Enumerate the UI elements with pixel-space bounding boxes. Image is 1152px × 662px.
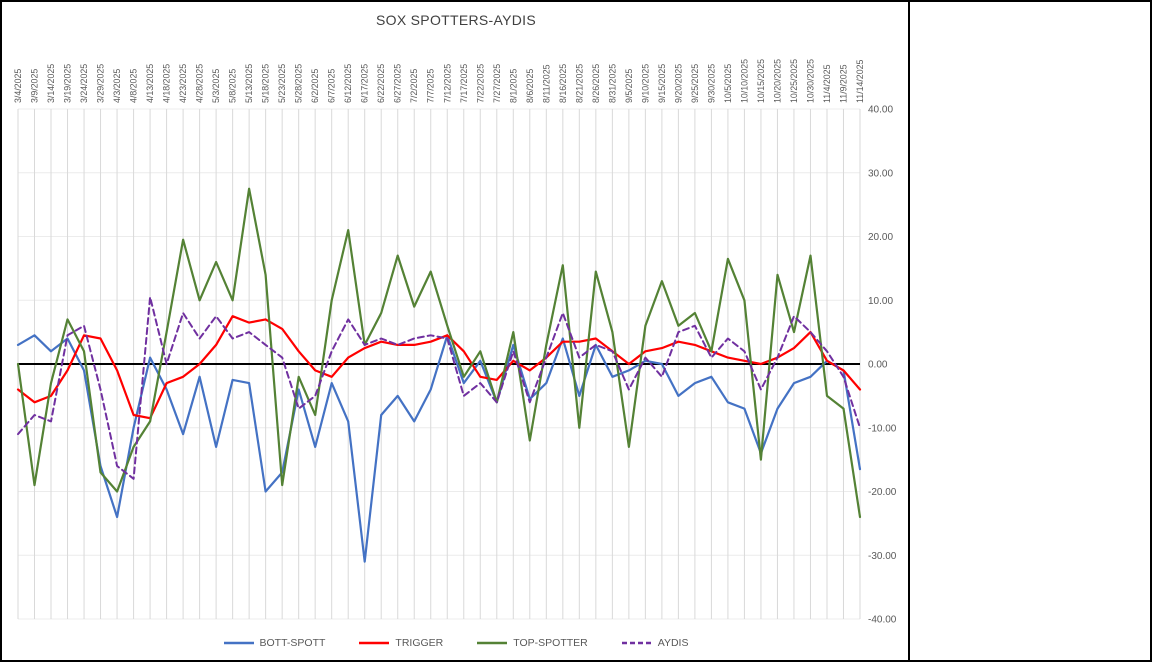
legend-item-trigger: TRIGGER — [359, 637, 443, 649]
x-axis-label: 6/22/2025 — [376, 64, 386, 103]
x-axis-label: 4/3/2025 — [112, 69, 122, 103]
x-axis-label: 10/5/2025 — [723, 64, 733, 103]
x-axis-label: 5/3/2025 — [211, 69, 221, 103]
x-axis-label: 3/4/2025 — [13, 69, 23, 103]
x-axis-label: 8/1/2025 — [508, 69, 518, 103]
x-axis-label: 8/11/2025 — [541, 64, 551, 103]
series-line-trigger[interactable] — [16, 315, 862, 420]
y-axis-label: 20.00 — [868, 232, 893, 243]
x-axis-label: 6/7/2025 — [327, 69, 337, 103]
x-axis-label: 7/7/2025 — [426, 69, 436, 103]
x-axis-label: 4/23/2025 — [178, 64, 188, 103]
legend-label-top-spotter: TOP-SPOTTER — [513, 637, 588, 649]
chart-legend: BOTT-SPOTT TRIGGER TOP-SPOTTER AYDIS — [2, 632, 910, 654]
x-axis-label: 5/13/2025 — [244, 64, 254, 103]
x-axis-label: 7/22/2025 — [475, 64, 485, 103]
series-line-top-spotter[interactable] — [16, 187, 862, 519]
x-axis-label: 8/26/2025 — [591, 64, 601, 103]
x-axis-label: 4/8/2025 — [129, 69, 139, 103]
x-axis-label: 11/14/2025 — [855, 60, 865, 103]
y-axis-label: 40.00 — [868, 105, 893, 116]
x-axis-label: 9/30/2025 — [706, 64, 716, 103]
x-axis-label: 7/17/2025 — [459, 64, 469, 103]
x-axis-label: 9/15/2025 — [657, 64, 667, 103]
y-axis-label: 30.00 — [868, 168, 893, 179]
chart-title: SOX SPOTTERS-AYDIS — [376, 12, 536, 28]
x-axis-label: 5/28/2025 — [294, 64, 304, 103]
x-axis-label: 9/10/2025 — [640, 64, 650, 103]
x-axis-label: 6/2/2025 — [310, 69, 320, 103]
x-axis-label: 7/12/2025 — [442, 64, 452, 103]
x-axis-label: 8/6/2025 — [525, 69, 535, 103]
y-axis-label: 10.00 — [868, 296, 893, 307]
y-axis-label: 0.00 — [868, 360, 888, 371]
x-axis-label: 8/16/2025 — [558, 64, 568, 103]
x-axis-label: 10/20/2025 — [772, 59, 782, 103]
x-axis-label: 10/10/2025 — [739, 59, 749, 103]
legend-item-aydis: AYDIS — [621, 637, 689, 649]
x-axis-label: 6/27/2025 — [393, 64, 403, 103]
legend-item-top-spotter: TOP-SPOTTER — [477, 637, 588, 649]
x-axis-label: 11/4/2025 — [822, 64, 832, 103]
x-axis-label: 3/29/2025 — [96, 64, 106, 103]
legend-swatch-aydis — [621, 641, 652, 645]
legend-swatch-trigger — [359, 641, 390, 645]
plot-area: 40.00 30.00 20.00 10.00 0.00 -10.00 -20.00 -30.… — [13, 59, 897, 626]
x-axis-label: 6/12/2025 — [343, 64, 353, 103]
legend-label-trigger: TRIGGER — [395, 637, 444, 649]
x-axis-label: 3/9/2025 — [30, 69, 40, 103]
x-axis-label: 4/13/2025 — [145, 64, 155, 103]
legend-item-bott-spott: BOTT-SPOTT — [223, 637, 326, 649]
y-axis-label: -30.00 — [868, 551, 897, 562]
y-axis-label: -10.00 — [868, 423, 897, 434]
x-axis-label: 4/28/2025 — [195, 64, 205, 103]
x-axis-label: 5/23/2025 — [277, 64, 287, 103]
x-axis-label: 8/31/2025 — [607, 64, 617, 103]
legend-swatch-top-spotter — [477, 641, 508, 645]
legend-label-bott-spott: BOTT-SPOTT — [259, 637, 326, 649]
x-axis-label: 6/17/2025 — [360, 64, 370, 103]
x-axis-label: 5/18/2025 — [261, 64, 271, 103]
x-axis-label: 10/30/2025 — [805, 59, 815, 103]
legend-label-aydis: AYDIS — [657, 637, 689, 649]
x-axis-label: 3/19/2025 — [63, 64, 73, 103]
x-axis-label: 9/20/2025 — [673, 64, 683, 103]
x-axis-label: 8/21/2025 — [574, 64, 584, 103]
x-axis-label: 7/27/2025 — [492, 64, 502, 103]
legend-swatch-bott-spott — [223, 641, 254, 645]
y-axis-label: -40.00 — [868, 615, 897, 626]
y-axis-label: -20.00 — [868, 487, 897, 498]
x-axis-label: 4/18/2025 — [162, 64, 172, 103]
x-axis-label: 9/25/2025 — [690, 64, 700, 103]
x-axis-label: 7/2/2025 — [409, 69, 419, 103]
chart-object[interactable]: SOX SPOTTERS-AYDIS 40.00 30.00 20.00 10.00 0… — [2, 2, 910, 660]
x-axis-label: 11/9/2025 — [838, 64, 848, 103]
series-line-aydis[interactable] — [17, 296, 861, 480]
x-axis-label: 5/8/2025 — [228, 69, 238, 103]
x-axis-label: 9/5/2025 — [624, 69, 634, 103]
x-axis-label: 3/24/2025 — [79, 64, 89, 103]
x-axis-label: 3/14/2025 — [46, 64, 56, 103]
x-axis-label: 10/15/2025 — [756, 59, 766, 103]
x-axis-label: 10/25/2025 — [789, 59, 799, 103]
